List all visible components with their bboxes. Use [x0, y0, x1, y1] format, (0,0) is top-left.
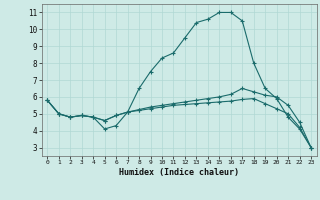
X-axis label: Humidex (Indice chaleur): Humidex (Indice chaleur) — [119, 168, 239, 177]
